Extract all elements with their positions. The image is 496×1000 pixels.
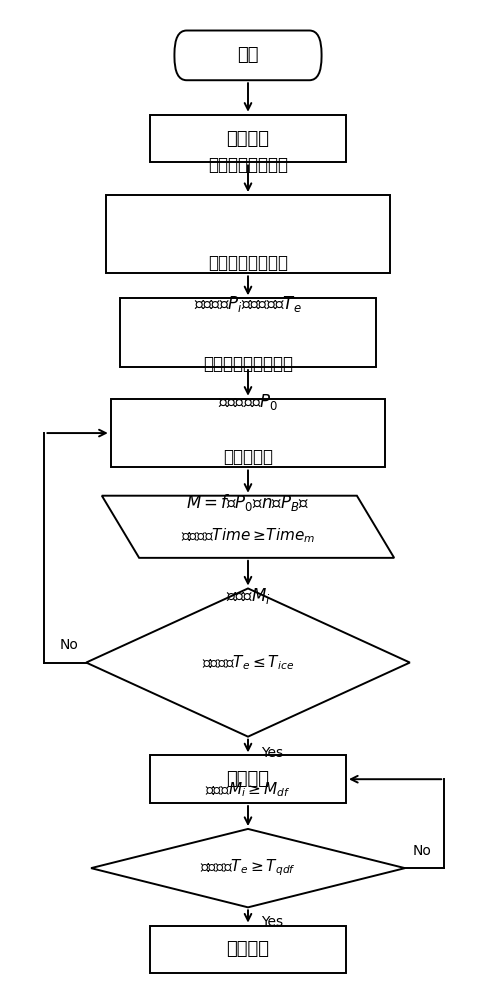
Text: $M=f$（$P_0$，$n$，$P_B$）: $M=f$（$P_0$，$n$，$P_B$）	[186, 492, 310, 513]
Bar	[121, 298, 375, 367]
Text: 计算平均值$P_0$: 计算平均值$P_0$	[218, 392, 278, 412]
Text: 盘管温度$T_e\leq T_{ice}$: 盘管温度$T_e\leq T_{ice}$	[202, 653, 294, 672]
Text: 制热运行: 制热运行	[227, 130, 269, 148]
Text: No: No	[60, 638, 79, 652]
Text: 机组结霜量计算模型: 机组结霜量计算模型	[203, 355, 293, 373]
FancyBboxPatch shape	[175, 31, 321, 80]
Text: Yes: Yes	[261, 915, 284, 929]
Text: 实时结霜量: 实时结霜量	[223, 448, 273, 466]
Text: 初始风机功率采样: 初始风机功率采样	[208, 254, 288, 272]
Polygon shape	[102, 496, 394, 558]
Text: 采集实时数据值：: 采集实时数据值：	[208, 156, 288, 174]
Text: 风机功率$P_i$、盘管温度$T_e$: 风机功率$P_i$、盘管温度$T_e$	[194, 294, 302, 314]
Text: 计算值$M_i$: 计算值$M_i$	[226, 586, 270, 606]
Text: 除霜结束: 除霜结束	[227, 940, 269, 958]
Bar	[150, 755, 346, 803]
Polygon shape	[91, 829, 405, 907]
Bar	[111, 399, 385, 467]
Text: Yes: Yes	[261, 746, 284, 760]
Text: 运行时间$Time\geq\!Time_m$: 运行时间$Time\geq\!Time_m$	[181, 526, 315, 545]
Bar	[150, 115, 346, 162]
Bar	[150, 926, 346, 973]
Text: 盘管温度$T_e\geq T_{qdf}$: 盘管温度$T_e\geq T_{qdf}$	[200, 858, 296, 878]
Text: 结霜量$M_i\geq M_{df}$: 结霜量$M_i\geq M_{df}$	[205, 780, 291, 799]
Text: 开机: 开机	[237, 46, 259, 64]
Polygon shape	[86, 588, 410, 737]
Text: No: No	[412, 844, 431, 858]
Bar	[106, 195, 390, 273]
Text: 开始除霜: 开始除霜	[227, 770, 269, 788]
